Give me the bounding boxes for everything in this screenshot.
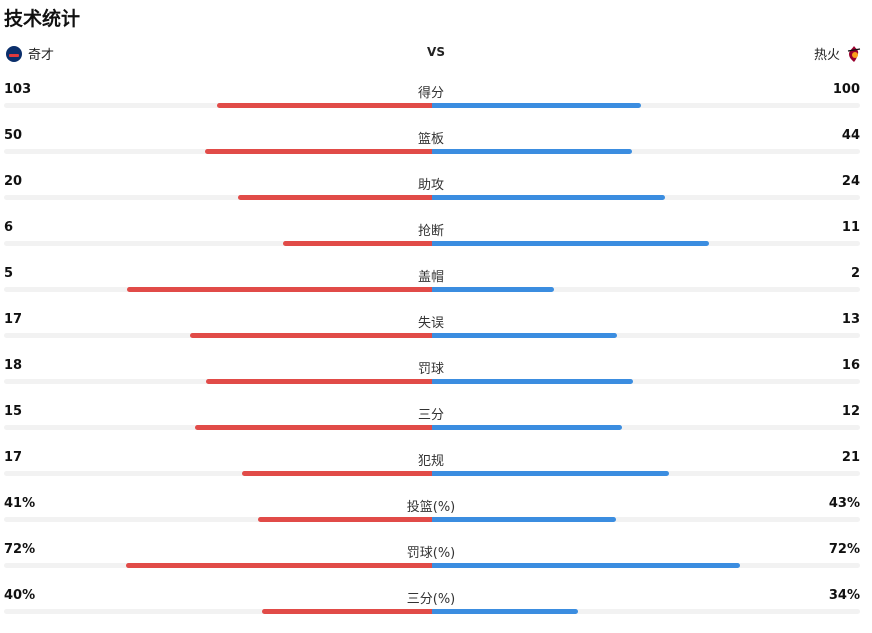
stat-label: 篮板 xyxy=(417,132,444,147)
stat-left-value: 72% xyxy=(4,542,36,557)
stat-right-value: 11 xyxy=(841,220,860,235)
stat-right-value: 2 xyxy=(850,266,860,281)
stat-row: 41% 投篮(%) 43% xyxy=(0,492,872,538)
stat-bar-left xyxy=(195,425,432,430)
stat-label: 犯规 xyxy=(417,454,444,469)
stat-row: 5 盖帽 2 xyxy=(0,262,872,308)
stat-left-value: 41% xyxy=(4,496,36,511)
stat-right-value: 34% xyxy=(828,588,860,603)
stat-bar-left xyxy=(126,563,432,568)
stat-row: 6 抢断 11 xyxy=(0,216,872,262)
stat-label: 助攻 xyxy=(417,178,444,193)
stat-label: 罚球(%) xyxy=(406,546,456,561)
stat-left-value: 15 xyxy=(4,404,23,419)
stat-bar-left xyxy=(262,609,432,614)
stat-label: 抢断 xyxy=(417,224,444,239)
stat-left-value: 50 xyxy=(4,128,23,143)
stat-left-value: 17 xyxy=(4,450,23,465)
stat-bar-right xyxy=(432,287,554,292)
stat-row: 18 罚球 16 xyxy=(0,354,872,400)
stat-row: 103 得分 100 xyxy=(0,78,872,124)
stat-row: 17 失误 13 xyxy=(0,308,872,354)
stat-bar-left xyxy=(283,241,432,246)
team-left-name: 奇才 xyxy=(28,48,55,63)
team-left[interactable]: 奇才 xyxy=(6,44,54,63)
stat-left-value: 6 xyxy=(4,220,14,235)
stat-label: 得分 xyxy=(417,86,444,101)
stat-label: 罚球 xyxy=(417,362,444,377)
stat-bar-left xyxy=(190,333,432,338)
stat-left-value: 20 xyxy=(4,174,23,189)
stat-label: 三分(%) xyxy=(406,592,456,607)
heat-logo-icon xyxy=(846,45,862,63)
stat-row: 15 三分 12 xyxy=(0,400,872,446)
stat-label: 三分 xyxy=(417,408,444,423)
stat-bar-right xyxy=(432,149,632,154)
stat-right-value: 16 xyxy=(841,358,860,373)
stat-label: 失误 xyxy=(417,316,444,331)
vs-label: VS xyxy=(427,45,445,59)
teams-header: 奇才 VS 热火 xyxy=(0,42,872,64)
team-right[interactable]: 热火 xyxy=(814,44,862,63)
stats-list: 103 得分 100 50 篮板 44 20 助攻 24 6 抢断 11 5 盖帽 2 17 失误 13 18 罚球 1… xyxy=(0,78,872,630)
page-title: 技术统计 xyxy=(4,8,81,30)
stat-bar-left xyxy=(238,195,432,200)
stat-bar-right xyxy=(432,241,709,246)
stat-right-value: 21 xyxy=(841,450,860,465)
team-right-name: 热火 xyxy=(813,48,840,63)
stat-left-value: 103 xyxy=(4,82,32,97)
stat-left-value: 18 xyxy=(4,358,23,373)
stat-bar-left xyxy=(205,149,432,154)
stat-bar-left xyxy=(217,103,432,108)
stat-bar-right xyxy=(432,517,616,522)
stat-right-value: 44 xyxy=(841,128,860,143)
stat-left-value: 5 xyxy=(4,266,14,281)
stat-row: 72% 罚球(%) 72% xyxy=(0,538,872,584)
stat-bar-right xyxy=(432,103,641,108)
stat-row: 40% 三分(%) 34% xyxy=(0,584,872,630)
stat-label: 投篮(%) xyxy=(406,500,456,515)
stat-right-value: 43% xyxy=(828,496,860,511)
stat-bar-right xyxy=(432,379,633,384)
stat-right-value: 24 xyxy=(841,174,860,189)
stat-right-value: 72% xyxy=(828,542,860,557)
stat-left-value: 17 xyxy=(4,312,23,327)
stat-left-value: 40% xyxy=(4,588,36,603)
stat-bar-right xyxy=(432,609,578,614)
stat-row: 17 犯规 21 xyxy=(0,446,872,492)
stat-right-value: 13 xyxy=(841,312,860,327)
stat-label: 盖帽 xyxy=(417,270,444,285)
stat-bar-left xyxy=(258,517,432,522)
stat-bar-left xyxy=(206,379,432,384)
stat-bar-right xyxy=(432,425,622,430)
stat-bar-right xyxy=(432,195,665,200)
stat-bar-right xyxy=(432,471,669,476)
stat-right-value: 100 xyxy=(832,82,860,97)
stat-row: 50 篮板 44 xyxy=(0,124,872,170)
stat-bar-left xyxy=(127,287,432,292)
wizards-logo-icon xyxy=(6,45,22,62)
stat-bar-left xyxy=(242,471,432,476)
stat-right-value: 12 xyxy=(841,404,860,419)
stat-row: 20 助攻 24 xyxy=(0,170,872,216)
stat-bar-right xyxy=(432,333,617,338)
stat-bar-right xyxy=(432,563,740,568)
